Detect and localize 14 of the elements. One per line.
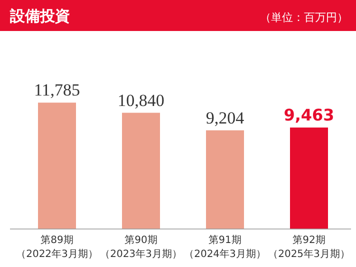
chart-subtitle: （単位：百万円） <box>260 11 348 24</box>
x-tick-label: 第91期（2024年3月期） <box>184 234 266 260</box>
x-tick-label: 第92期（2025年3月期） <box>268 234 350 260</box>
x-tick-label: 第89期（2022年3月期） <box>16 234 98 260</box>
bar <box>122 112 160 229</box>
x-tick-label: 第90期（2023年3月期） <box>100 234 182 260</box>
bar <box>206 130 244 229</box>
data-label: 10,840 <box>118 90 164 110</box>
data-label: 9,463 <box>284 106 334 125</box>
bar <box>290 128 328 229</box>
data-label: 11,785 <box>34 80 80 100</box>
data-label: 9,204 <box>206 108 245 128</box>
chart-title: 設備投資 <box>9 7 70 25</box>
bar <box>38 102 76 229</box>
